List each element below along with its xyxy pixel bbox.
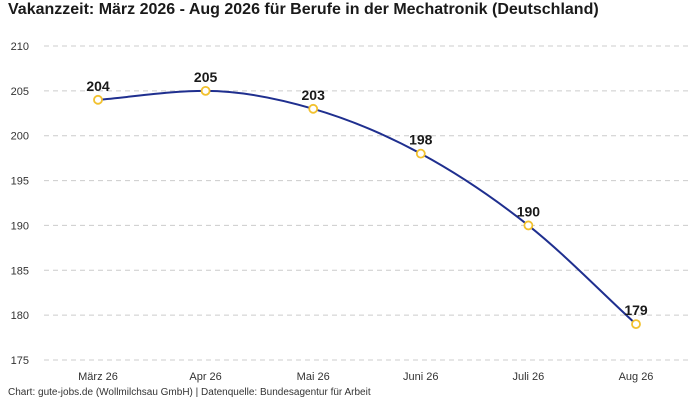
data-label: 204 — [86, 78, 110, 94]
data-labels: 204 205 203 198 190 179 — [86, 69, 648, 318]
y-tick-label: 190 — [11, 220, 29, 232]
data-label: 198 — [409, 132, 433, 148]
data-label: 205 — [194, 69, 218, 85]
y-tick-label: 210 — [11, 41, 29, 53]
x-tick-label: März 26 — [78, 371, 118, 383]
data-point — [93, 94, 103, 105]
data-point — [631, 319, 641, 330]
data-label: 179 — [624, 302, 648, 318]
y-tick-label: 175 — [11, 355, 29, 367]
series-markers — [93, 85, 641, 330]
x-tick-label: Mai 26 — [297, 371, 330, 383]
y-axis-ticks: 175 180 185 190 195 200 205 210 — [11, 41, 29, 367]
x-axis-ticks: März 26 Apr 26 Mai 26 Juni 26 Juli 26 Aug 26 — [78, 371, 653, 383]
data-point — [308, 103, 319, 114]
data-point — [200, 85, 211, 96]
y-tick-label: 185 — [11, 265, 29, 277]
y-tick-label: 200 — [11, 131, 29, 143]
chart-title: Vakanzzeit: März 2026 - Aug 2026 für Ber… — [8, 1, 599, 18]
x-tick-label: Apr 26 — [189, 371, 221, 383]
data-label: 203 — [302, 87, 326, 103]
grid-layer — [44, 45, 692, 361]
x-tick-label: Juli 26 — [513, 371, 545, 383]
y-tick-label: 180 — [11, 310, 29, 322]
y-tick-label: 205 — [11, 86, 29, 98]
x-tick-label: Aug 26 — [619, 371, 654, 383]
y-tick-label: 195 — [11, 176, 29, 188]
data-point — [523, 220, 534, 231]
series-line — [97, 89, 637, 325]
data-label: 190 — [517, 203, 541, 219]
chart-footer: Chart: gute-jobs.de (Wollmilchsau GmbH) … — [8, 387, 371, 398]
data-point — [415, 148, 426, 159]
x-tick-label: Juni 26 — [403, 371, 438, 383]
